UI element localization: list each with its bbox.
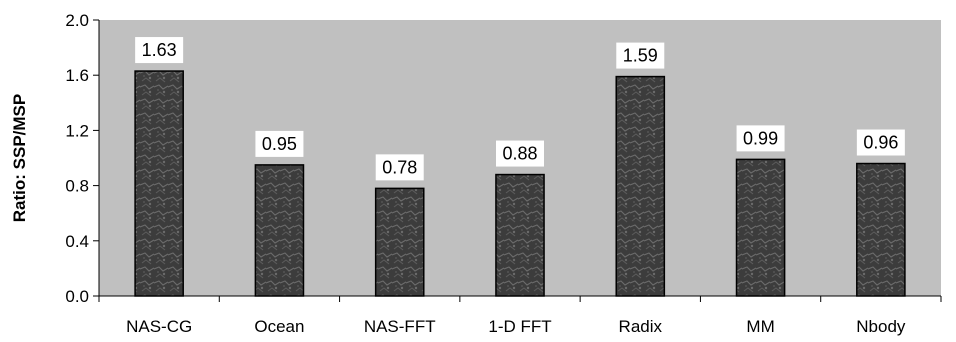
bar [495,173,545,297]
x-tick-label: Ocean [254,317,304,336]
data-labels: 1.63 0.95 0.78 0.88 1.59 0.99 0.96 [135,37,905,181]
y-tick-label: 1.2 [65,121,89,140]
x-tick-label: MM [746,317,774,336]
data-label-box [856,129,905,156]
y-tick-label: 0.8 [65,177,89,196]
data-label-box [255,130,304,157]
x-tick-label: 1-D FFT [488,317,551,336]
data-label: 1.63 [142,40,177,60]
bar [856,162,906,297]
y-tick-label: 0.4 [65,232,89,251]
data-label-box [616,42,665,69]
bar-series [134,70,906,297]
data-label: 0.88 [502,144,537,164]
bar [615,75,666,297]
bar [374,187,425,297]
data-label: 0.78 [382,157,417,177]
x-tick-label: Nbody [856,317,906,336]
x-tick-label: NAS-CG [126,317,192,336]
data-label: 0.96 [863,133,898,153]
y-axis: 0.0 0.4 0.8 1.2 1.6 2.0 [65,11,100,306]
data-label: 0.99 [743,128,778,148]
bar [254,164,305,297]
y-tick-label: 2.0 [65,11,89,30]
data-label-box [135,37,184,64]
data-label: 0.95 [262,134,297,154]
data-label: 1.59 [623,46,658,66]
x-axis: NAS-CG Ocean NAS-FFT 1-D FFT Radix MM Nbody [98,295,942,336]
data-label-box [375,154,424,181]
data-label-box [736,125,785,152]
bar [735,158,786,297]
bar [134,70,184,297]
x-tick-label: Radix [619,317,663,336]
y-tick-label: 1.6 [65,66,89,85]
x-tick-label: NAS-FFT [364,317,436,336]
y-axis-title: Ratio: SSP/MSP [10,94,29,222]
data-label-box [496,140,544,167]
y-tick-label: 0.0 [65,287,89,306]
